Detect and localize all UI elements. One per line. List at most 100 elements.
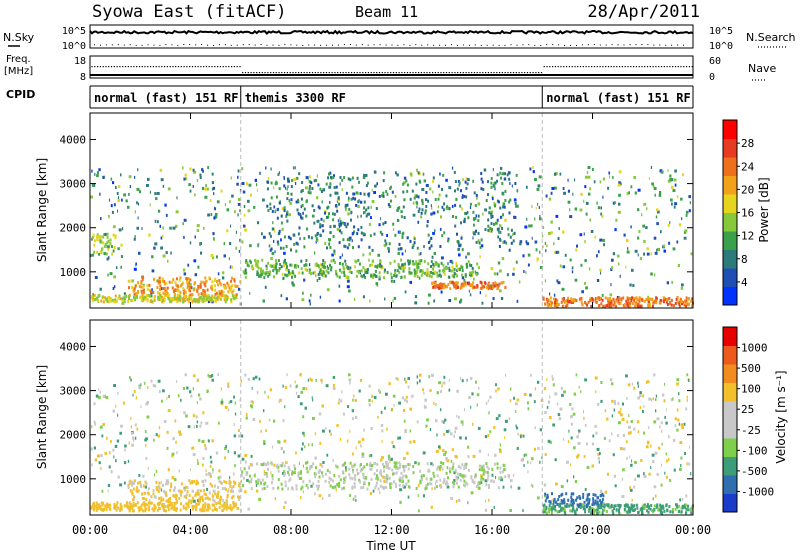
power-cell	[135, 262, 137, 266]
nave-point	[621, 66, 623, 68]
velocity-cell	[685, 494, 688, 498]
velocity-cell	[381, 440, 383, 444]
velocity-cell	[620, 407, 622, 411]
velocity-cell	[261, 478, 264, 482]
velocity-cell	[209, 482, 212, 486]
velocity-cell	[613, 507, 616, 511]
nave-point	[585, 66, 587, 68]
power-cell	[495, 221, 498, 225]
power-cell	[670, 303, 673, 307]
nave-point	[348, 72, 350, 74]
velocity-cell	[124, 444, 127, 448]
velocity-cell	[438, 381, 442, 385]
velocity-cell	[315, 484, 318, 488]
power-cell	[663, 249, 666, 253]
power-cell	[639, 304, 642, 308]
power-cell	[499, 215, 503, 219]
velocity-cell	[187, 500, 190, 504]
power-cell	[462, 178, 464, 182]
velocity-cell	[134, 423, 137, 427]
velocity-cell	[570, 422, 573, 426]
power-cell	[502, 213, 504, 217]
velocity-cell	[480, 474, 483, 478]
velocity-cell	[498, 448, 502, 452]
power-cell	[673, 178, 677, 182]
power-cell	[96, 171, 99, 175]
velocity-cell	[298, 461, 300, 465]
velocity-cell	[385, 392, 388, 396]
velocity-cell	[613, 408, 615, 412]
power-cell	[218, 290, 221, 293]
power-cell	[371, 263, 373, 267]
velocity-cell	[219, 502, 222, 506]
velocity-cell	[485, 499, 487, 503]
power-cell	[500, 176, 503, 180]
power-cell	[225, 298, 228, 302]
power-cell	[480, 238, 483, 242]
velocity-cell	[432, 471, 435, 475]
velocity-cell	[322, 429, 325, 433]
power-cell	[683, 303, 686, 307]
power-cell	[420, 273, 423, 277]
power-cell	[191, 300, 194, 304]
velocity-cell	[443, 432, 446, 436]
power-cell	[513, 198, 517, 202]
power-cell	[329, 246, 332, 249]
power-cell	[426, 220, 429, 223]
nsearch-point	[462, 44, 464, 46]
power-cell	[318, 271, 321, 275]
power-cell	[441, 256, 444, 260]
power-cell	[117, 199, 121, 203]
velocity-cell	[375, 481, 378, 485]
velocity-cell	[493, 506, 495, 509]
power-cell	[103, 233, 106, 236]
velocity-cell	[215, 508, 218, 512]
power-cell	[434, 198, 437, 201]
velocity-cell	[318, 484, 320, 488]
nave-point	[683, 66, 685, 68]
power-cell	[290, 198, 293, 202]
power-cell	[395, 274, 398, 278]
power-cell	[425, 184, 429, 187]
velocity-cell	[380, 472, 383, 476]
nave-point	[381, 72, 383, 74]
velocity-cell	[312, 417, 315, 420]
power-cell	[403, 198, 406, 202]
power-cell	[685, 296, 688, 300]
power-cell	[111, 298, 114, 302]
power-cell	[490, 212, 493, 216]
velocity-cell	[389, 486, 392, 490]
velocity-cell	[144, 480, 147, 484]
velocity-cell	[686, 398, 688, 402]
power-cell	[102, 300, 105, 304]
power-cell	[182, 300, 185, 304]
power-cell	[437, 274, 440, 278]
velocity-cell	[470, 376, 473, 380]
power-cell	[429, 274, 431, 278]
power-cell	[490, 210, 494, 214]
velocity-cell	[572, 508, 575, 511]
power-cell	[523, 270, 525, 273]
power-cell	[363, 273, 365, 277]
velocity-cell	[549, 395, 551, 399]
power-cell	[580, 192, 583, 196]
velocity-cell	[436, 391, 439, 395]
power-cell	[442, 286, 445, 290]
power-cell	[634, 191, 637, 195]
velocity-cell	[442, 381, 446, 385]
velocity-cell	[349, 461, 352, 465]
velocity-cell	[611, 414, 614, 418]
power-cell	[329, 263, 331, 267]
velocity-cell	[452, 462, 455, 466]
velocity-cell	[97, 395, 101, 399]
velocity-cell	[680, 510, 683, 514]
nsearch-point	[683, 44, 684, 46]
power-cell	[437, 262, 440, 266]
power-cell	[412, 260, 414, 264]
velocity-cell	[158, 503, 160, 507]
power-cell	[648, 297, 650, 301]
power-cell	[432, 264, 435, 268]
velocity-cell	[399, 479, 402, 483]
power-cell	[472, 231, 475, 235]
velocity-cell	[624, 503, 627, 507]
